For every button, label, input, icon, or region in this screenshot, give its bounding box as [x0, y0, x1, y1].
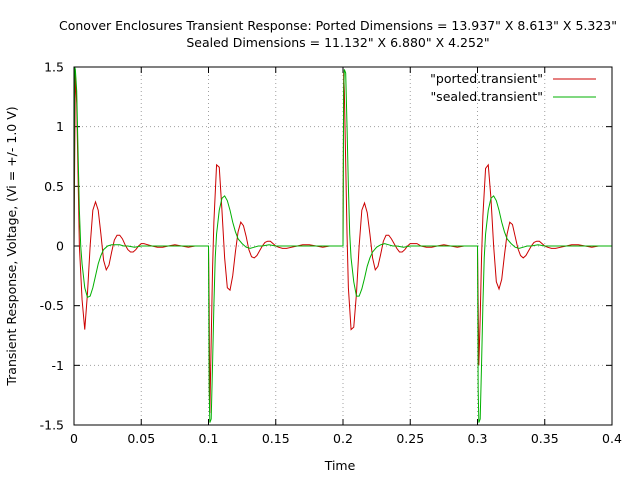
x-tick-label: 0.3	[468, 431, 488, 446]
x-tick-label: 0.4	[602, 431, 622, 446]
y-tick-label: -0.5	[40, 298, 64, 313]
legend-label-ported: "ported.transient"	[430, 71, 543, 86]
x-tick-label: 0.05	[127, 431, 155, 446]
x-tick-label: 0.1	[199, 431, 219, 446]
x-tick-label: 0.35	[531, 431, 559, 446]
y-tick-label: 0	[56, 239, 64, 254]
legend-label-sealed: "sealed.transient"	[430, 89, 543, 104]
x-tick-label: 0.25	[396, 431, 424, 446]
x-axis-tick-labels: 0 0.05 0.1 0.15 0.2 0.25 0.3 0.35 0.4	[70, 431, 622, 446]
y-tick-label: 0.5	[44, 179, 64, 194]
x-tick-label: 0	[70, 431, 78, 446]
sealed-transient-line	[73, 66, 612, 423]
chart-title-line-1: Conover Enclosures Transient Response: P…	[59, 18, 617, 33]
x-axis-label: Time	[324, 458, 356, 473]
y-tick-label: -1.5	[40, 418, 64, 433]
y-axis-label: Transient Response, Voltage, (Vi = +/- 1…	[4, 106, 19, 386]
plot-frame	[73, 66, 613, 426]
chart-title-line-2: Sealed Dimensions = 11.132" X 6.880" X 4…	[186, 35, 489, 50]
y-tick-label: 1.5	[44, 60, 64, 75]
x-tick-label: 0.2	[333, 431, 353, 446]
x-tick-label: 0.15	[262, 431, 290, 446]
y-tick-label: -1	[52, 358, 64, 373]
y-axis-tick-labels: 1.5 1 0.5 0 -0.5 -1 -1.5	[40, 60, 64, 433]
series-lines	[73, 66, 612, 423]
y-tick-label: 1	[56, 119, 64, 134]
legend: "ported.transient" "sealed.transient"	[430, 71, 596, 104]
